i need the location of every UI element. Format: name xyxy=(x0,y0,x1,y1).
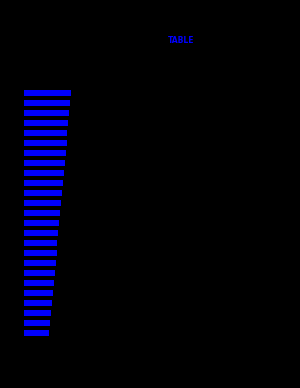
Text: TABLE: TABLE xyxy=(168,36,195,45)
